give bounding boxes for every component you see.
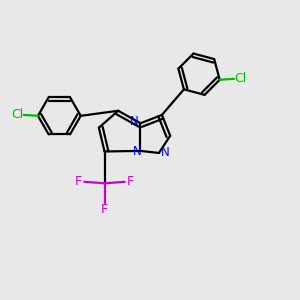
Text: N: N <box>130 115 138 128</box>
Text: F: F <box>127 175 134 188</box>
Text: Cl: Cl <box>12 108 24 122</box>
Text: Cl: Cl <box>234 72 246 86</box>
Text: F: F <box>75 175 82 188</box>
Text: N: N <box>133 145 141 158</box>
Text: F: F <box>101 202 108 216</box>
Text: N: N <box>161 146 170 160</box>
